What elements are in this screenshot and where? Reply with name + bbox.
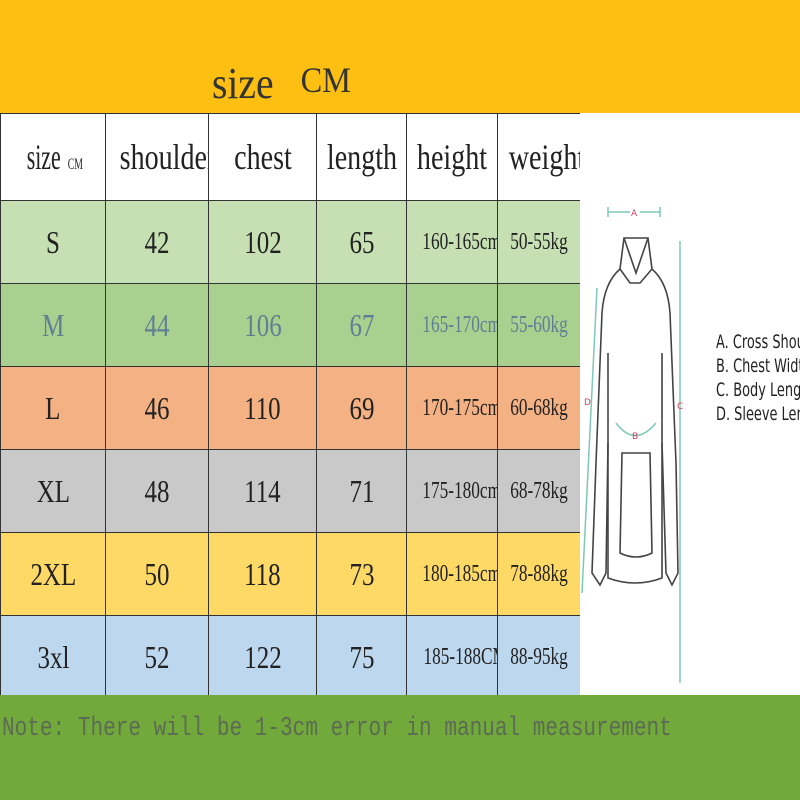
- header-shoulder: shoulder: [105, 113, 209, 201]
- cell-chest: 122: [208, 615, 317, 699]
- cell-chest: 106: [208, 283, 317, 367]
- cell-shoulder: 42: [105, 200, 209, 284]
- cell-height: 180-185cm: [406, 532, 498, 616]
- cell-height: 165-170cm: [406, 283, 498, 367]
- header-height: height: [406, 113, 498, 201]
- cell-size: L: [0, 366, 106, 450]
- marker-a: A: [631, 209, 638, 219]
- cell-shoulder: 50: [105, 532, 209, 616]
- cell-shoulder: 48: [105, 449, 209, 533]
- cell-length: 67: [316, 283, 407, 367]
- cell-height: 185-188CM: [406, 615, 498, 699]
- table-row-xl: XL 48 114 71 175-180cm 68-78kg: [0, 449, 581, 533]
- table-row-2xl: 2XL 50 118 73 180-185cm 78-88kg: [0, 532, 581, 616]
- cell-size: S: [0, 200, 106, 284]
- legend-item: D. Sleeve Length: [716, 403, 800, 425]
- cell-shoulder: 52: [105, 615, 209, 699]
- measurement-note: Note: There will be 1-3cm error in manua…: [2, 714, 672, 744]
- footer-band: [0, 695, 800, 800]
- header-length: length: [316, 113, 407, 201]
- marker-d: D: [584, 398, 591, 408]
- cell-size: 3xl: [0, 615, 106, 699]
- cell-shoulder: 44: [105, 283, 209, 367]
- table-row-s: S 42 102 65 160-165cm 50-55kg: [0, 200, 581, 284]
- cell-weight: 50-55kg: [497, 200, 581, 284]
- cell-chest: 118: [208, 532, 317, 616]
- table-header-row: size CM shoulder chest length height weig…: [0, 113, 581, 201]
- hoodie-illustration: A B C D: [581, 207, 683, 683]
- cell-height: 160-165cm: [406, 200, 498, 284]
- cell-weight: 60-68kg: [497, 366, 581, 450]
- cell-length: 75: [316, 615, 407, 699]
- legend-item: B. Chest Width: [716, 355, 800, 377]
- cell-size: XL: [0, 449, 106, 533]
- cell-weight: 55-60kg: [497, 283, 581, 367]
- measurement-diagram: A B C D: [580, 113, 800, 695]
- cell-length: 65: [316, 200, 407, 284]
- cell-weight: 88-95kg: [497, 615, 581, 699]
- cell-shoulder: 46: [105, 366, 209, 450]
- cell-length: 71: [316, 449, 407, 533]
- table-row-l: L 46 110 69 170-175cm 60-68kg: [0, 366, 581, 450]
- cell-weight: 68-78kg: [497, 449, 581, 533]
- cell-length: 69: [316, 366, 407, 450]
- header-chest: chest: [208, 113, 317, 201]
- cell-chest: 110: [208, 366, 317, 450]
- header-size: size CM: [0, 113, 106, 201]
- marker-c: C: [677, 402, 683, 412]
- chart-title: size CM: [212, 58, 351, 109]
- title-label: size: [212, 59, 274, 108]
- cell-height: 175-180cm: [406, 449, 498, 533]
- table-row-m: M 44 106 67 165-170cm 55-60kg: [0, 283, 581, 367]
- header-band: [0, 0, 800, 113]
- cell-size: 2XL: [0, 532, 106, 616]
- cell-size: M: [0, 283, 106, 367]
- size-table: size CM shoulder chest length height weig…: [0, 113, 581, 699]
- cell-length: 73: [316, 532, 407, 616]
- cell-chest: 114: [208, 449, 317, 533]
- legend-item: C. Body Length: [716, 379, 800, 401]
- legend-item: A. Cross Shoulder: [716, 331, 800, 353]
- cell-chest: 102: [208, 200, 317, 284]
- measurement-legend: A. Cross Shoulder B. Chest Width C. Body…: [716, 330, 800, 426]
- title-unit: CM: [300, 60, 351, 100]
- marker-b: B: [632, 432, 638, 442]
- cell-height: 170-175cm: [406, 366, 498, 450]
- cell-weight: 78-88kg: [497, 532, 581, 616]
- header-weight: weight: [497, 113, 581, 201]
